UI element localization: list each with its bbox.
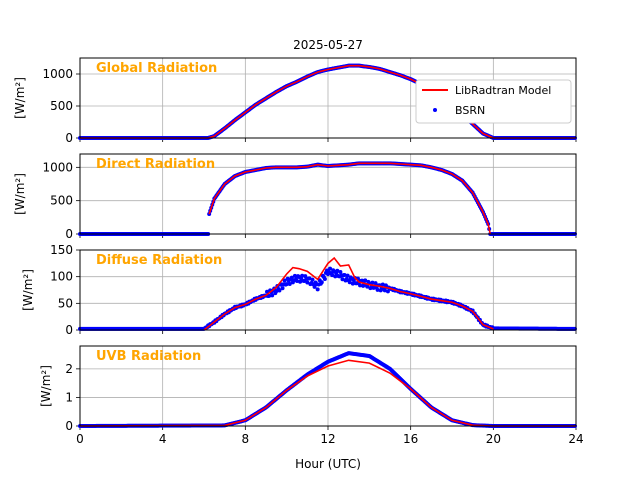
panel-title: Direct Radiation <box>96 157 215 172</box>
bsrn-point <box>287 282 292 287</box>
y-tick-label: 0 <box>65 131 73 145</box>
bsrn-point <box>373 281 378 286</box>
bsrn-point <box>292 273 297 278</box>
bsrn-point <box>289 275 294 280</box>
axes-frame <box>79 153 577 235</box>
bsrn-point <box>298 279 303 284</box>
model-line <box>79 359 576 427</box>
x-axis-label: Hour (UTC) <box>295 457 361 471</box>
bsrn-point <box>328 266 333 271</box>
y-tick-label: 500 <box>50 194 73 208</box>
bsrn-point <box>375 287 380 292</box>
bsrn-series <box>78 161 577 236</box>
bsrn-point <box>300 273 305 278</box>
bsrn-point <box>340 277 345 282</box>
panel-0: 0 500 1000 Global Radiation [W/m²] <box>13 57 577 145</box>
bsrn-point <box>368 286 373 291</box>
legend-bsrn-label: BSRN <box>455 104 485 117</box>
x-tick-label: 20 <box>486 432 501 446</box>
bsrn-point <box>370 280 375 285</box>
bsrn-point <box>385 289 390 294</box>
bsrn-point <box>319 280 324 285</box>
bsrn-point <box>342 272 347 277</box>
panel-2: 0 50 100 150 Diffuse Radiation [W/m²] <box>21 243 577 337</box>
x-tick-label: 12 <box>320 432 335 446</box>
bsrn-point <box>295 279 299 284</box>
y-tick-label: 1000 <box>42 160 73 174</box>
bsrn-point <box>307 276 312 281</box>
x-tick-label: 0 <box>76 432 84 446</box>
axes-frame <box>79 249 577 331</box>
y-axis-label: [W/m²] <box>21 269 35 311</box>
model-line <box>208 162 492 235</box>
bsrn-point <box>363 278 368 283</box>
y-axis-label: [W/m²] <box>13 77 27 119</box>
legend-model-label: LibRadtran Model <box>455 84 551 97</box>
bsrn-point <box>265 289 270 294</box>
bsrn-point <box>305 280 310 285</box>
x-tick-label: 24 <box>568 432 583 446</box>
bsrn-point <box>335 268 340 273</box>
panel-title: Diffuse Radiation <box>96 253 222 268</box>
bsrn-point <box>267 293 272 298</box>
y-tick-label: 1 <box>65 390 73 404</box>
chart-title: 2025-05-27 <box>293 38 363 52</box>
bsrn-point <box>282 278 287 283</box>
bsrn-point <box>333 274 338 279</box>
bsrn-point <box>280 286 285 291</box>
bsrn-point <box>345 273 350 278</box>
bsrn-point <box>382 288 387 293</box>
y-tick-label: 50 <box>58 296 73 310</box>
bsrn-point <box>315 287 320 292</box>
y-tick-label: 150 <box>50 243 73 257</box>
y-tick-label: 0 <box>65 419 73 433</box>
bsrn-point <box>350 281 355 286</box>
x-tick-label: 4 <box>159 432 167 446</box>
bsrn-point <box>347 280 352 285</box>
bsrn-point <box>330 273 335 278</box>
bsrn-point <box>277 288 282 293</box>
legend-bsrn-marker <box>433 108 437 112</box>
y-tick-label: 1000 <box>42 67 73 81</box>
y-tick-label: 500 <box>50 99 73 113</box>
y-tick-label: 0 <box>65 227 73 241</box>
bsrn-point <box>358 283 363 288</box>
bsrn-point <box>338 270 343 275</box>
legend: LibRadtran Model BSRN <box>415 79 572 124</box>
axes-frame <box>79 57 577 139</box>
bsrn-point <box>310 277 315 282</box>
bsrn-point <box>284 282 289 287</box>
x-tick-label: 16 <box>403 432 418 446</box>
bsrn-point <box>312 284 317 289</box>
y-axis-label: [W/m²] <box>39 365 53 407</box>
bsrn-point <box>270 293 275 298</box>
y-tick-label: 0 <box>65 323 73 337</box>
axes-frame <box>79 345 577 427</box>
bsrn-point <box>380 282 385 287</box>
bsrn-point <box>322 276 327 281</box>
x-tick-label: 8 <box>242 432 250 446</box>
panel-title: Global Radiation <box>96 61 217 76</box>
model-line <box>203 256 494 331</box>
panel-title: UVB Radiation <box>96 349 201 364</box>
panel-1: 0 500 1000 Direct Radiation [W/m²] <box>13 153 577 241</box>
y-tick-label: 100 <box>50 270 73 284</box>
y-axis-label: [W/m²] <box>13 173 27 215</box>
bsrn-point <box>360 278 365 283</box>
bsrn-point <box>365 284 370 289</box>
y-tick-label: 2 <box>65 362 73 376</box>
